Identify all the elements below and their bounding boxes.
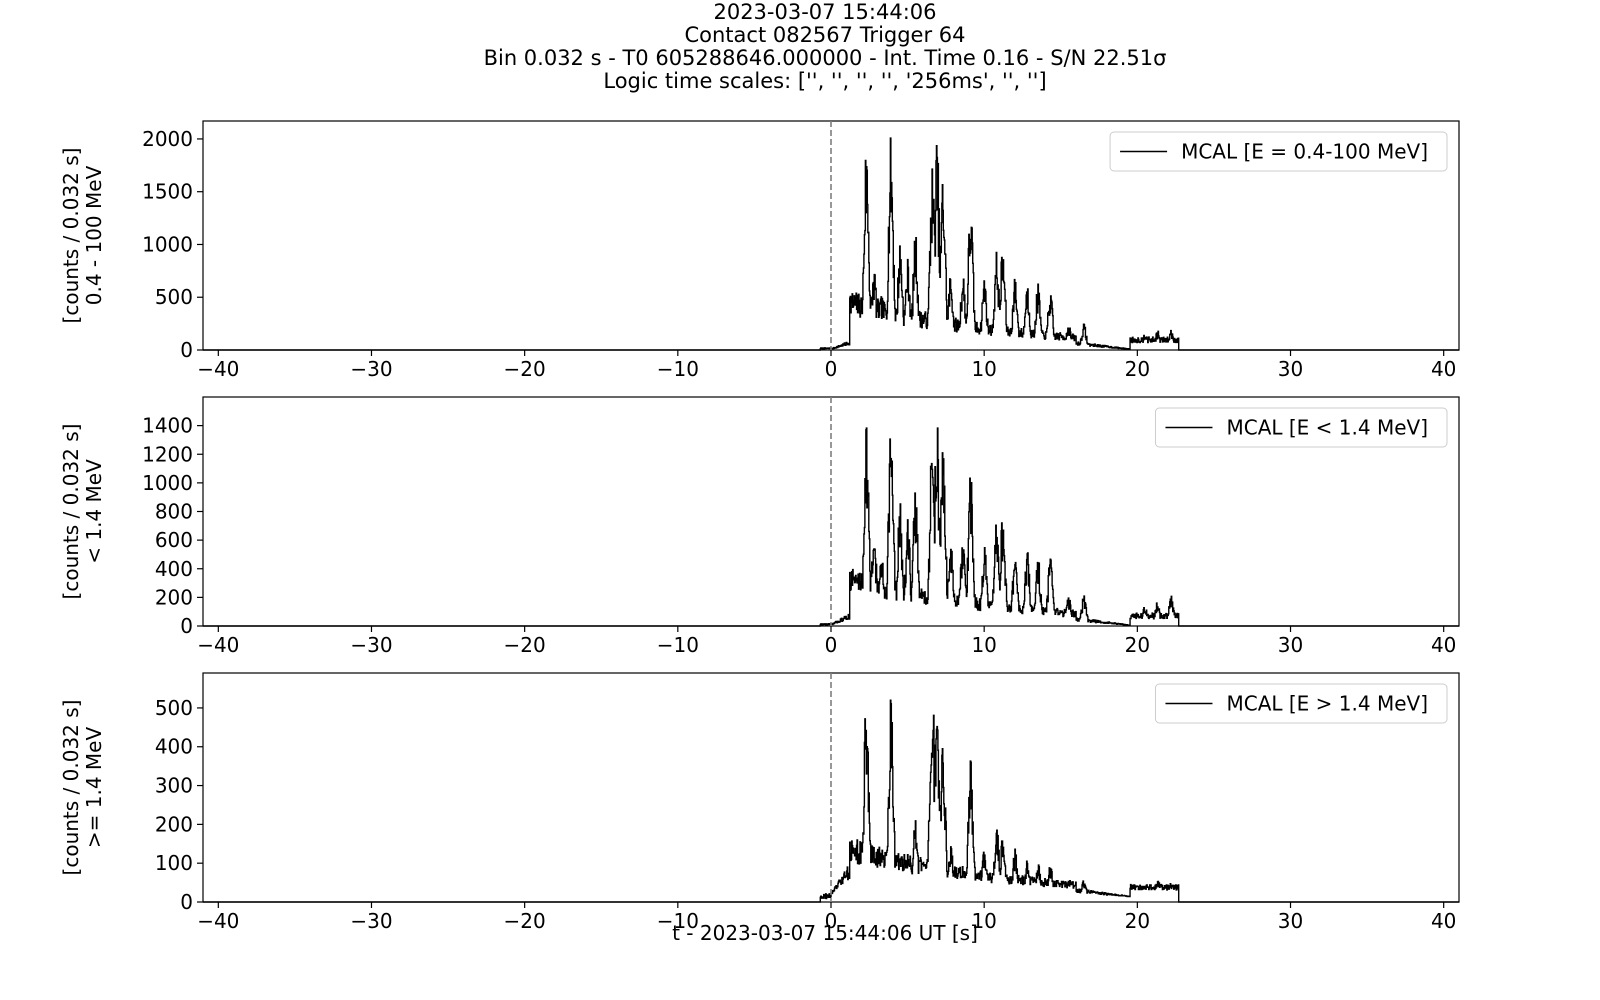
light-curve-series (203, 699, 1459, 903)
light-curve-series (203, 427, 1459, 627)
y-axis-label-line-1: [counts / 0.032 s] (59, 700, 83, 876)
x-tick-label: 0 (825, 909, 838, 933)
y-tick-label: 1400 (142, 414, 193, 438)
y-tick-label: 2000 (142, 127, 193, 151)
x-tick-label: −10 (657, 357, 699, 381)
y-axis-label-line-2: < 1.4 MeV (82, 459, 106, 564)
legend-label: MCAL [E = 0.4-100 MeV] (1181, 140, 1428, 164)
y-tick-label: 500 (155, 285, 193, 309)
x-tick-label: 10 (971, 633, 996, 657)
y-tick-label: 1000 (142, 471, 193, 495)
y-tick-label: 0 (180, 338, 193, 362)
x-tick-label: 40 (1431, 909, 1456, 933)
figure-title-line-1: 2023-03-07 15:44:06 (713, 0, 936, 24)
x-tick-label: −20 (504, 357, 546, 381)
legend: MCAL [E > 1.4 MeV] (1154, 683, 1448, 724)
figure-title-line-4: Logic time scales: ['', '', '', '', '256… (603, 69, 1046, 93)
y-axis-label-line-2: >= 1.4 MeV (82, 727, 106, 849)
x-tick-label: −40 (197, 633, 239, 657)
x-tick-label: −30 (350, 357, 392, 381)
legend-frame (1154, 407, 1448, 448)
x-tick-label: −20 (504, 909, 546, 933)
x-tick-label: 30 (1278, 357, 1303, 381)
legend-frame (1154, 683, 1448, 724)
light-curve-series (203, 137, 1459, 351)
legend-label: MCAL [E < 1.4 MeV] (1226, 416, 1428, 440)
x-tick-label: −30 (350, 633, 392, 657)
y-tick-label: 0 (180, 614, 193, 638)
y-tick-label: 1200 (142, 442, 193, 466)
y-tick-label: 300 (155, 774, 193, 798)
x-tick-label: 20 (1125, 909, 1150, 933)
y-tick-label: 500 (155, 696, 193, 720)
x-tick-label: −30 (350, 909, 392, 933)
x-tick-label: 20 (1125, 357, 1150, 381)
y-tick-label: 0 (180, 890, 193, 914)
x-tick-label: 0 (825, 357, 838, 381)
panel-2: −40 −30 −20 −10 0 10 20 30 400200400600800100012… (59, 396, 1460, 657)
x-axis-label: t - 2023-03-07 15:44:06 UT [s] (672, 921, 978, 945)
x-tick-label: 30 (1278, 909, 1303, 933)
x-tick-label: 40 (1431, 357, 1456, 381)
panel-3: −40 −30 −20 −10 0 10 20 30 400100200300400500[co… (59, 672, 1460, 933)
panel-1: −40 −30 −20 −10 0 10 20 30 40 0 500 1000 1500 2000 [co… (59, 120, 1460, 381)
y-tick-label: 1500 (142, 180, 193, 204)
y-tick-label: 200 (155, 812, 193, 836)
y-tick-label: 600 (155, 528, 193, 552)
legend-label: MCAL [E > 1.4 MeV] (1226, 692, 1428, 716)
legend-frame (1109, 131, 1448, 172)
x-tick-label: 20 (1125, 633, 1150, 657)
x-tick-label: 30 (1278, 633, 1303, 657)
y-tick-label: 1000 (142, 232, 193, 256)
legend: MCAL [E < 1.4 MeV] (1154, 407, 1448, 448)
x-tick-label: 0 (825, 633, 838, 657)
y-tick-label: 800 (155, 500, 193, 524)
legend: MCAL [E = 0.4-100 MeV] (1109, 131, 1448, 172)
y-axis-label-line-2: 0.4 - 100 MeV (82, 165, 106, 305)
x-tick-label: −40 (197, 357, 239, 381)
x-tick-label: −40 (197, 909, 239, 933)
x-tick-label: −10 (657, 909, 699, 933)
figure-title-line-2: Contact 082567 Trigger 64 (684, 23, 965, 47)
y-tick-label: 400 (155, 557, 193, 581)
y-tick-label: 200 (155, 585, 193, 609)
x-tick-label: −20 (504, 633, 546, 657)
y-tick-label: 100 (155, 851, 193, 875)
y-axis-label-line-1: [counts / 0.032 s] (59, 148, 83, 324)
x-tick-label: 10 (971, 357, 996, 381)
figure-title-line-3: Bin 0.032 s - T0 605288646.000000 - Int.… (484, 46, 1167, 70)
x-tick-label: 10 (971, 909, 996, 933)
x-tick-label: 40 (1431, 633, 1456, 657)
x-tick-label: −10 (657, 633, 699, 657)
panels: −40 −30 −20 −10 0 10 20 30 400500100015002000[co… (59, 120, 1460, 933)
y-tick-label: 400 (155, 735, 193, 759)
y-axis-label-line-1: [counts / 0.032 s] (59, 424, 83, 600)
